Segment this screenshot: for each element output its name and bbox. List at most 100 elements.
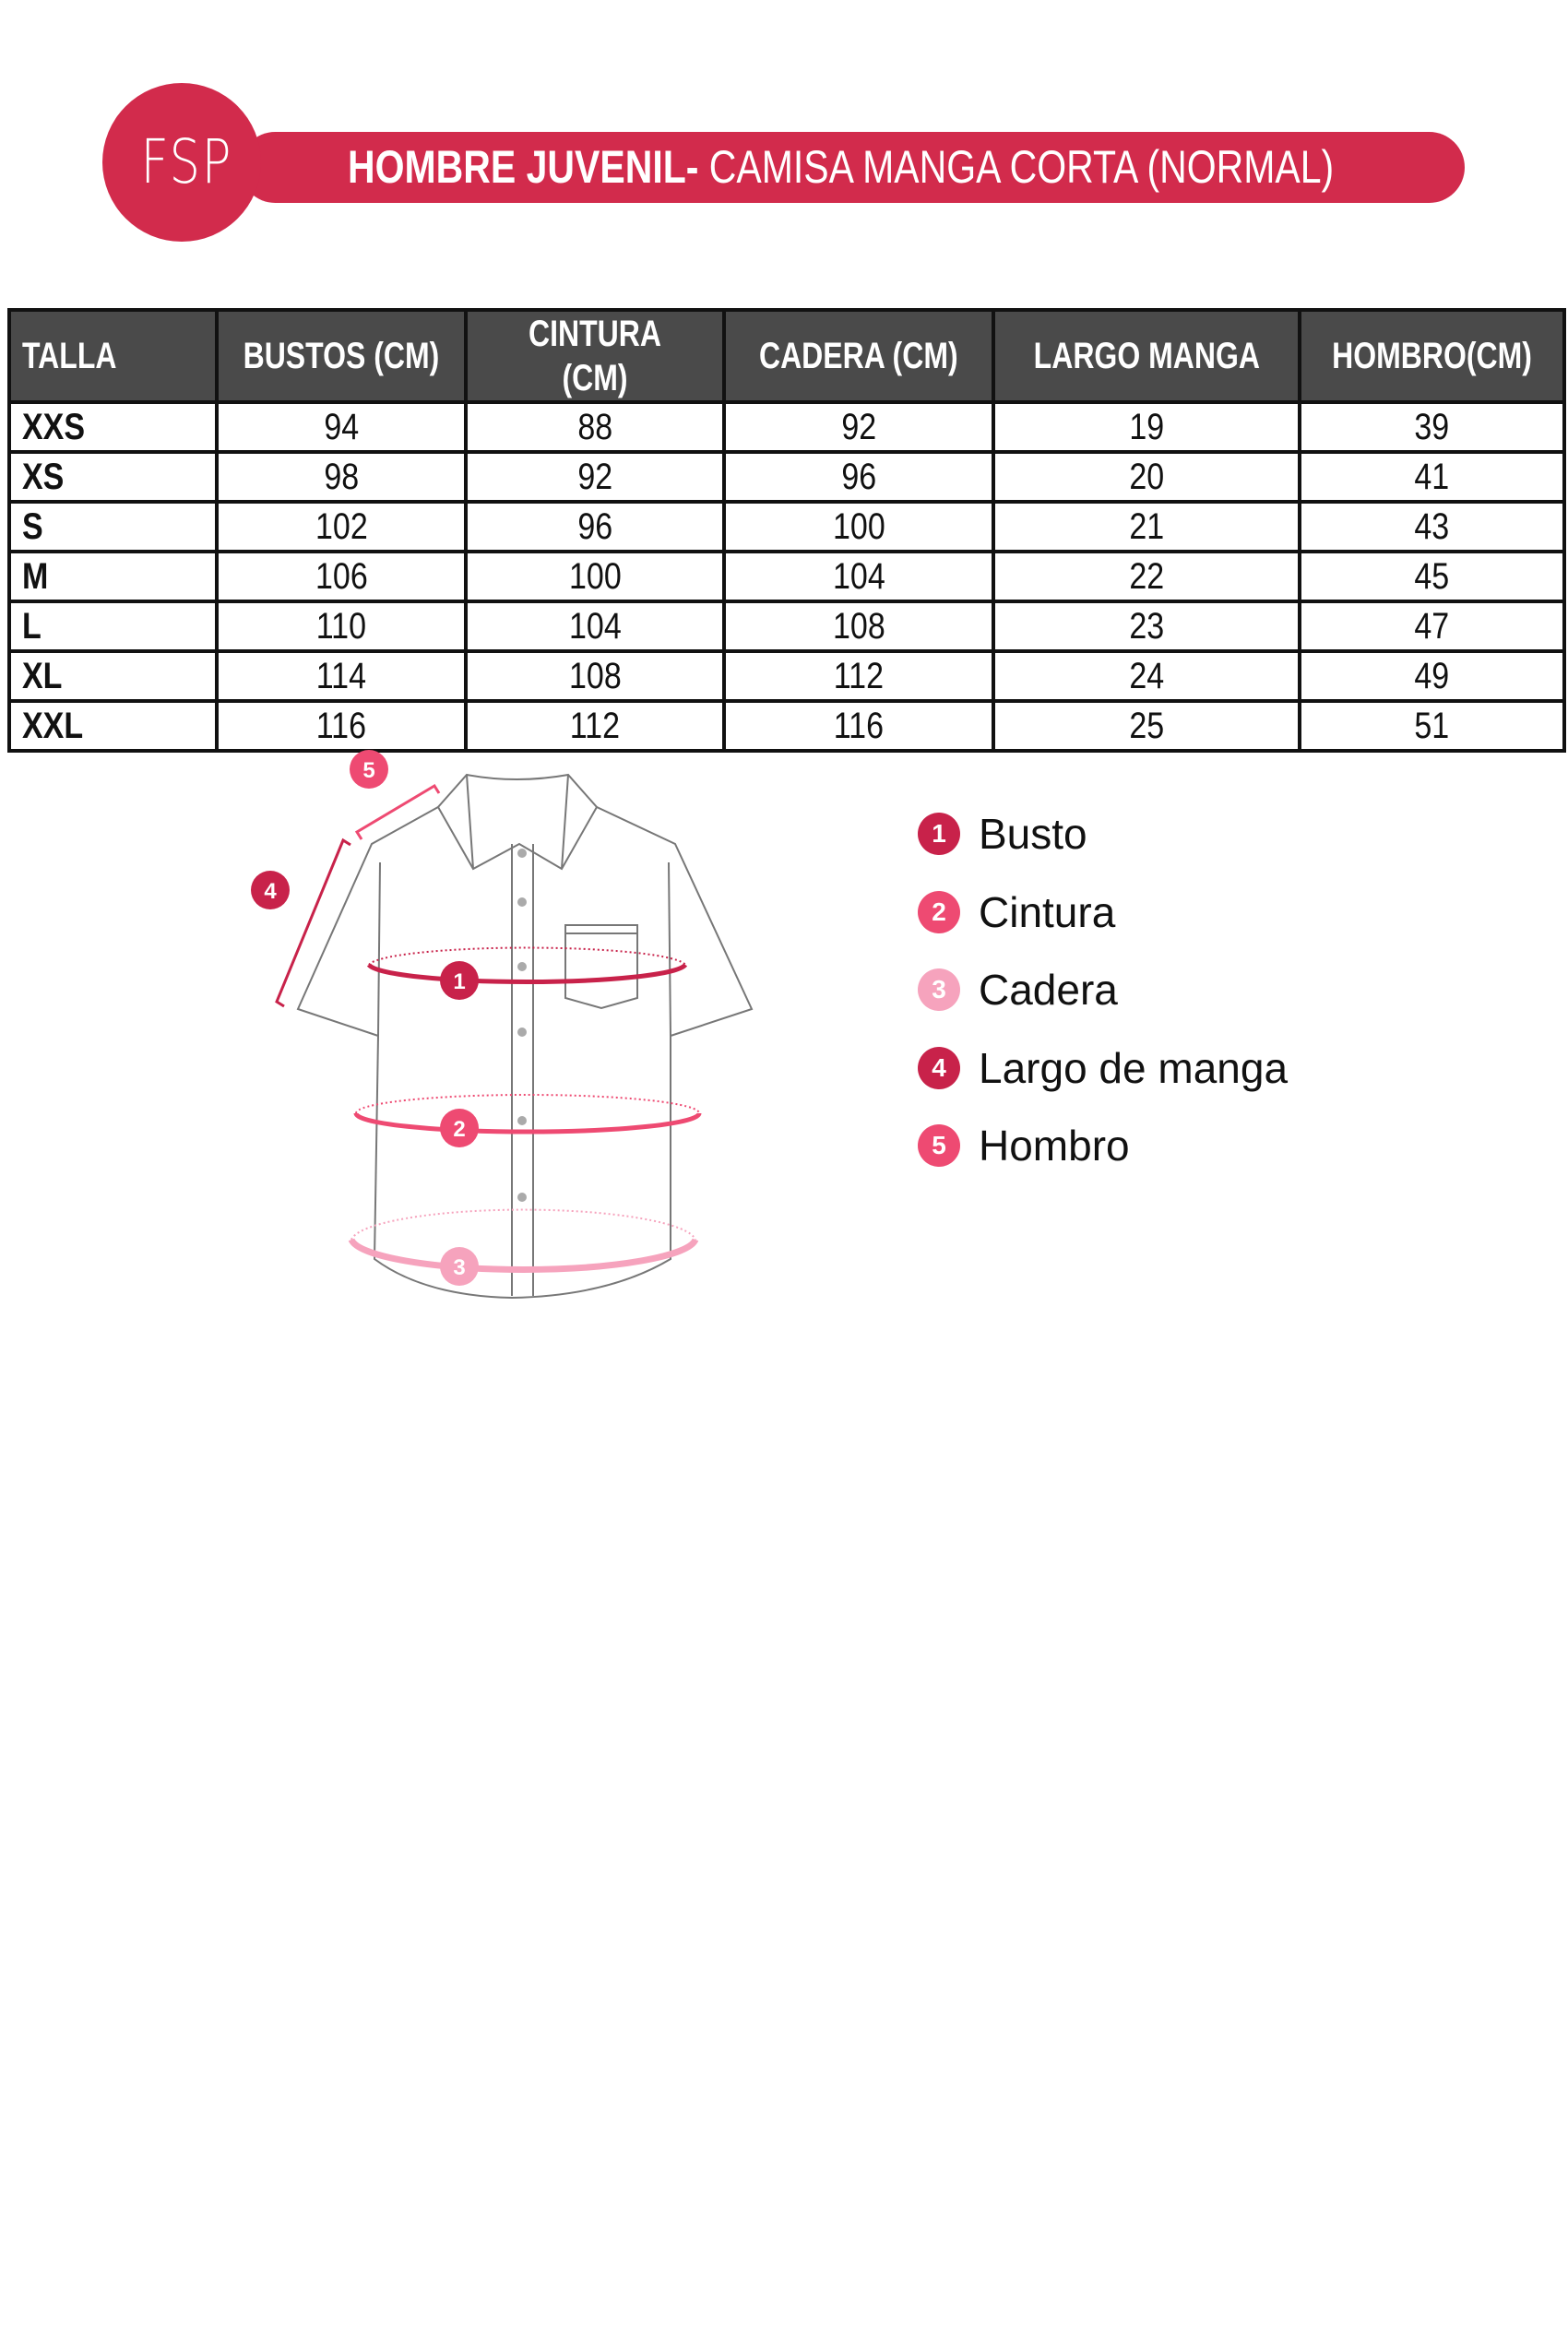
cell-value: 96 [577, 506, 612, 547]
size-cell: XL [7, 649, 219, 703]
measurement-cell: 41 [1298, 450, 1566, 504]
table-row: XXL 116 112 116 25 51 [7, 699, 1566, 753]
column-header: CINTURA (CM) [464, 308, 726, 404]
measurement-cell: 98 [215, 450, 468, 504]
column-header: BUSTOS (CM) [215, 308, 468, 404]
cell-value: 100 [568, 556, 622, 597]
size-cell: XXL [7, 699, 219, 753]
measurement-cell: 112 [722, 649, 995, 703]
size-table: TALLA BUSTOS (CM) CINTURA (CM) CADERA (CM) L… [7, 308, 1566, 753]
cell-value: L [22, 606, 42, 647]
size-cell: XS [7, 450, 219, 504]
measurement-cell: 116 [215, 699, 468, 753]
size-cell: M [7, 550, 219, 603]
column-header-label: HOMBRO(CM) [1332, 336, 1532, 376]
measurement-cell: 21 [992, 500, 1301, 553]
measurement-cell: 25 [992, 699, 1301, 753]
size-cell: L [7, 600, 219, 653]
title-regular: CAMISA MANGA CORTA (NORMAL) [698, 141, 1335, 193]
cell-value: 100 [832, 506, 885, 547]
measurement-cell: 114 [215, 649, 468, 703]
hip-measure: 3 [348, 1208, 699, 1286]
bust-measure: 1 [366, 946, 688, 1000]
table-row: M 106 100 104 22 45 [7, 550, 1566, 603]
number-badge-icon: 3 [918, 968, 960, 1012]
measurement-cell: 24 [992, 649, 1301, 703]
svg-text:4: 4 [264, 879, 277, 904]
number-badge-icon: 5 [918, 1124, 960, 1168]
cell-value: XS [22, 457, 65, 497]
cell-value: 51 [1414, 706, 1450, 746]
cell-value: 88 [577, 407, 612, 447]
column-header: LARGO MANGA [992, 308, 1301, 404]
measurement-cell: 112 [464, 699, 726, 753]
column-header: TALLA [7, 308, 219, 404]
svg-text:1: 1 [453, 969, 465, 994]
cell-value: 22 [1129, 556, 1164, 597]
title-bold: HOMBRE JUVENIL- [348, 141, 699, 193]
column-header-label: CINTURA (CM) [529, 314, 661, 398]
legend-item: 3 Cadera [918, 951, 1288, 1029]
column-header-label: LARGO MANGA [1033, 336, 1260, 376]
shirt-outline [296, 773, 754, 1300]
cell-value: XXS [22, 407, 86, 447]
measurement-cell: 106 [215, 550, 468, 603]
legend-item: 5 Hombro [918, 1107, 1288, 1185]
measurement-cell: 92 [722, 400, 995, 454]
measurement-cell: 19 [992, 400, 1301, 454]
cell-value: 92 [841, 407, 876, 447]
cell-value: 112 [569, 706, 621, 746]
cell-value: 49 [1414, 656, 1450, 696]
column-header: HOMBRO(CM) [1298, 308, 1566, 404]
measurement-cell: 96 [464, 500, 726, 553]
measurement-cell: 104 [464, 600, 726, 653]
cell-value: 98 [324, 457, 359, 497]
measurement-cell: 45 [1298, 550, 1566, 603]
logo-circle [102, 83, 261, 242]
cell-value: XL [22, 656, 63, 696]
shirt-diagram: 1 2 3 5 4 [251, 750, 754, 1300]
measurement-cell: 22 [992, 550, 1301, 603]
cell-value: 116 [315, 706, 367, 746]
cell-value: 45 [1414, 556, 1450, 597]
svg-text:3: 3 [453, 1255, 465, 1280]
table-row: XXS 94 88 92 19 39 [7, 400, 1566, 454]
measurement-cell: 88 [464, 400, 726, 454]
cell-value: 24 [1129, 656, 1164, 696]
number-badge-icon: 4 [918, 1046, 960, 1089]
column-header: CADERA (CM) [722, 308, 995, 404]
measurement-cell: 43 [1298, 500, 1566, 553]
table-header-row: TALLA BUSTOS (CM) CINTURA (CM) CADERA (CM) L… [7, 308, 1566, 404]
cell-value: 106 [315, 556, 368, 597]
measurement-cell: 108 [464, 649, 726, 703]
measurement-cell: 47 [1298, 600, 1566, 653]
cell-value: 20 [1129, 457, 1164, 497]
size-cell: S [7, 500, 219, 553]
waist-measure: 2 [353, 1094, 702, 1147]
cell-value: 108 [832, 606, 885, 647]
measurement-cell: 100 [464, 550, 726, 603]
svg-text:2: 2 [453, 1117, 465, 1142]
cell-value: 104 [568, 606, 622, 647]
measurement-cell: 51 [1298, 699, 1566, 753]
number-badge-icon: 1 [918, 813, 960, 856]
shoulder-measure: 5 [350, 750, 441, 840]
title-banner [240, 132, 1465, 203]
sleeve-length-measure: 4 [251, 837, 351, 1008]
cell-value: 94 [324, 407, 359, 447]
table-row: L 110 104 108 23 47 [7, 600, 1566, 653]
measurement-cell: 100 [722, 500, 995, 553]
cell-value: 19 [1129, 407, 1164, 447]
buttons [517, 849, 527, 1202]
legend-item: 1 Busto [918, 795, 1288, 873]
measurement-cell: 110 [215, 600, 468, 653]
measurement-cell: 94 [215, 400, 468, 454]
legend-label: Largo de manga [979, 1043, 1289, 1092]
column-header-label: CADERA (CM) [759, 336, 958, 376]
cell-value: XXL [22, 706, 84, 746]
measurement-cell: 108 [722, 600, 995, 653]
cell-value: 112 [833, 656, 885, 696]
cell-value: 110 [315, 606, 367, 647]
legend-label: Busto [979, 810, 1087, 859]
cell-value: 39 [1414, 407, 1450, 447]
